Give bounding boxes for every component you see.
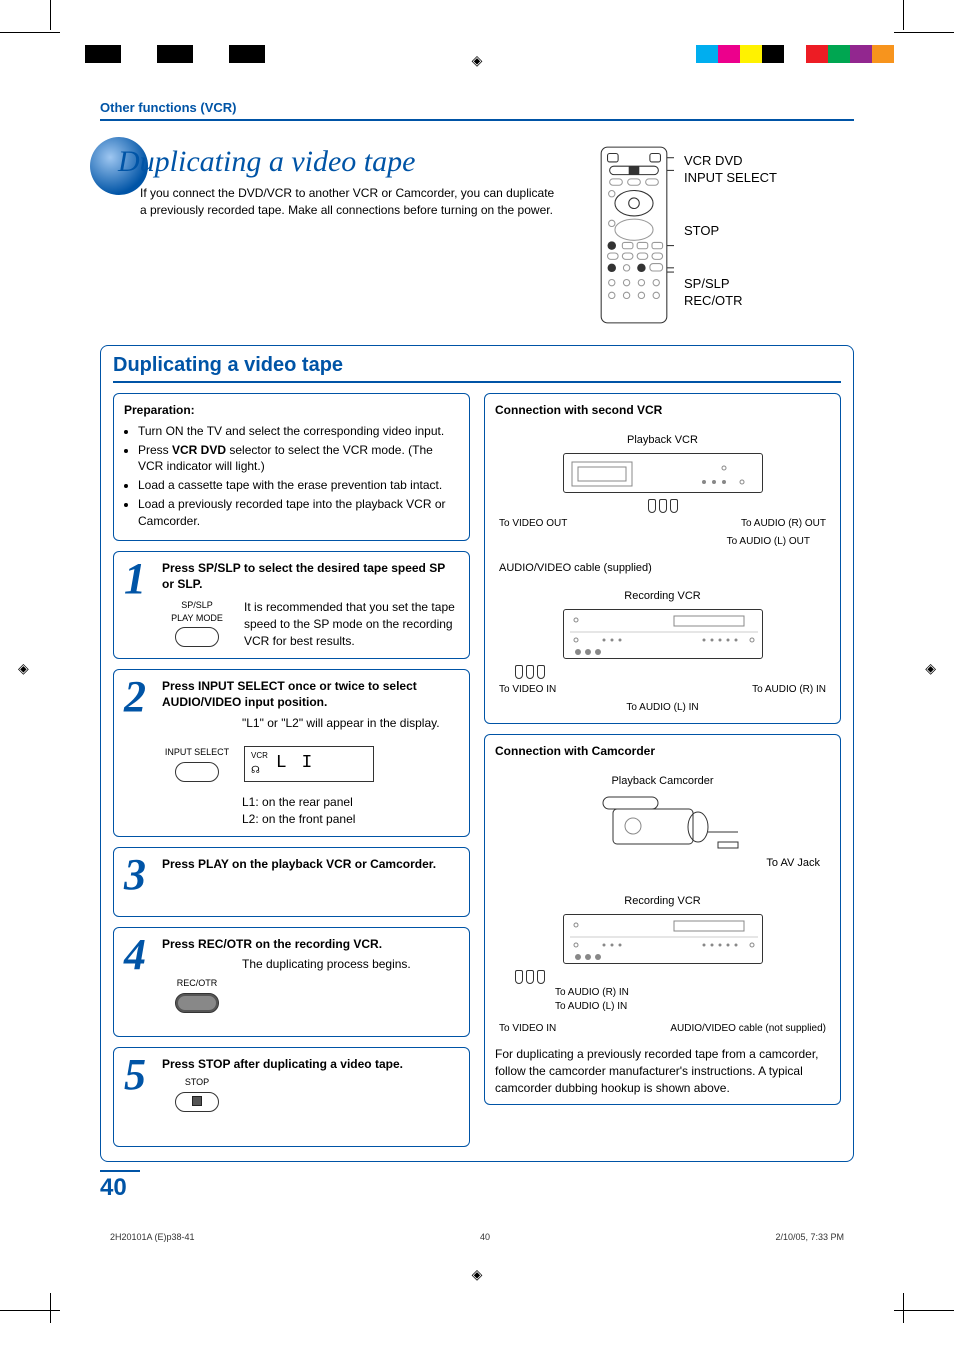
remote-label-stop: STOP — [684, 223, 777, 240]
prep-title: Preparation: — [124, 402, 459, 419]
step-5-head: Press STOP after duplicating a video tap… — [162, 1056, 459, 1073]
header-rule — [100, 119, 854, 121]
registration-mark-right: ◈ — [925, 660, 936, 677]
to-audio-r-out: To AUDIO (R) OUT — [741, 517, 826, 531]
footer-page: 40 — [480, 1232, 490, 1242]
step-5-box: 5 Press STOP after duplicating a video t… — [113, 1047, 470, 1147]
camcorder-note: For duplicating a previously recorded ta… — [495, 1046, 830, 1096]
registration-mark-top: ◈ — [472, 52, 483, 69]
cam-to-video-in: To VIDEO IN — [499, 1022, 556, 1036]
playback-camcorder-label: Playback Camcorder — [611, 774, 713, 789]
to-audio-l-in: To AUDIO (L) IN — [626, 701, 698, 715]
step-2-l2: L2: on the front panel — [242, 811, 459, 828]
right-column: Connection with second VCR Playback VCR … — [484, 393, 841, 1147]
preparation-box: Preparation: Turn ON the TV and select t… — [113, 393, 470, 541]
registration-strip-right — [696, 45, 894, 63]
step-3-num: 3 — [124, 856, 154, 893]
step-1-detail: It is recommended that you set the tape … — [244, 599, 459, 649]
step-5-num: 5 — [124, 1056, 154, 1112]
rec-otr-label: REC/OTR — [162, 977, 232, 990]
vcr-display: VCR ☊ L I — [244, 746, 374, 782]
step-2-head: Press INPUT SELECT once or twice to sele… — [162, 678, 459, 712]
prep-list: Turn ON the TV and select the correspond… — [124, 423, 459, 530]
remote-label-spslp: SP/SLP — [684, 276, 730, 291]
step-1-num: 1 — [124, 560, 154, 650]
left-column: Preparation: Turn ON the TV and select t… — [113, 393, 470, 1147]
step-3-head: Press PLAY on the playback VCR or Camcor… — [162, 856, 459, 873]
registration-mark-bottom: ◈ — [0, 1266, 954, 1283]
playback-vcr-icon — [563, 453, 763, 493]
playback-vcr-label: Playback VCR — [627, 433, 698, 448]
step-1-head: Press SP/SLP to select the desired tape … — [162, 560, 459, 594]
connection-vcr-box: Connection with second VCR Playback VCR … — [484, 393, 841, 724]
remote-diagram: VCR DVD INPUT SELECT STOP SP/SLP REC/OTR — [594, 145, 854, 325]
step-1-box: 1 Press SP/SLP to select the desired tap… — [113, 551, 470, 659]
stop-label: STOP — [162, 1076, 232, 1089]
step-3-box: 3 Press PLAY on the playback VCR or Camc… — [113, 847, 470, 917]
connection-camcorder-box: Connection with Camcorder Playback Camco… — [484, 734, 841, 1105]
input-select-button-icon — [175, 762, 219, 782]
rec-otr-button-icon — [175, 993, 219, 1013]
footer-date: 2/10/05, 7:33 PM — [775, 1232, 844, 1242]
to-audio-r-in: To AUDIO (R) IN — [752, 683, 826, 697]
cable-supplied-label: AUDIO/VIDEO cable (supplied) — [495, 561, 652, 576]
step-2-detail1: "L1" or "L2" will appear in the display. — [162, 715, 459, 732]
section-header: Other functions (VCR) — [100, 100, 854, 115]
prep-item: Turn ON the TV and select the correspond… — [138, 423, 459, 440]
stop-button-icon — [175, 1092, 219, 1112]
footer-file: 2H20101A (E)p38-41 — [110, 1232, 195, 1242]
to-video-out: To VIDEO OUT — [499, 517, 567, 531]
step-4-box: 4 Press REC/OTR on the recording VCR. Th… — [113, 927, 470, 1037]
crop-region-top: ◈ — [0, 0, 954, 80]
recording-vcr-icon — [563, 609, 763, 659]
main-instruction-box: Duplicating a video tape Preparation: Tu… — [100, 345, 854, 1162]
step-2-box: 2 Press INPUT SELECT once or twice to se… — [113, 669, 470, 837]
box-title: Duplicating a video tape — [113, 354, 841, 383]
camcorder-icon — [573, 794, 753, 854]
input-select-label: INPUT SELECT — [162, 746, 232, 759]
to-av-jack: To AV Jack — [766, 856, 830, 871]
remote-label-recotr: REC/OTR — [684, 293, 743, 308]
page-number: 40 — [100, 1170, 140, 1202]
prep-item: Load a previously recorded tape into the… — [138, 496, 459, 530]
remote-icon — [594, 145, 674, 325]
page-title: Duplicating a video tape — [100, 145, 564, 179]
spslp-button-icon — [175, 627, 219, 647]
step-2-l1: L1: on the rear panel — [242, 794, 459, 811]
remote-label-vcrdvd: VCR DVD — [684, 153, 743, 168]
prep-item: Press VCR DVD selector to select the VCR… — [138, 442, 459, 476]
vcr-display-value: L I — [276, 751, 314, 776]
step-4-head: Press REC/OTR on the recording VCR. — [162, 936, 459, 953]
registration-mark-left: ◈ — [18, 660, 29, 677]
recording-vcr-cam-label: Recording VCR — [624, 894, 700, 909]
page-content: Other functions (VCR) Duplicating a vide… — [0, 80, 954, 1262]
recording-vcr-label: Recording VCR — [624, 589, 700, 604]
footer-metadata: 2H20101A (E)p38-41 40 2/10/05, 7:33 PM — [100, 1232, 854, 1242]
step-2-num: 2 — [124, 678, 154, 828]
cam-to-audio-r-in: To AUDIO (R) IN — [555, 986, 629, 1000]
vcr-display-label: VCR — [251, 750, 268, 761]
remote-label-inputselect: INPUT SELECT — [684, 170, 777, 185]
cam-to-audio-l-in: To AUDIO (L) IN — [555, 1000, 629, 1014]
registration-strip-left — [85, 45, 301, 63]
to-audio-l-out: To AUDIO (L) OUT — [727, 535, 830, 549]
step-1-button-label: SP/SLP PLAY MODE — [162, 599, 232, 624]
intro-text: If you connect the DVD/VCR to another VC… — [100, 185, 564, 219]
to-video-in: To VIDEO IN — [499, 683, 556, 697]
prep-item: Load a cassette tape with the erase prev… — [138, 477, 459, 494]
cam-cable-label: AUDIO/VIDEO cable (not supplied) — [670, 1022, 826, 1036]
conn-vcr-title: Connection with second VCR — [495, 402, 830, 419]
conn-cam-title: Connection with Camcorder — [495, 743, 830, 760]
step-4-detail: The duplicating process begins. — [162, 956, 459, 973]
recording-vcr-cam-icon — [563, 914, 763, 964]
step-4-num: 4 — [124, 936, 154, 1013]
